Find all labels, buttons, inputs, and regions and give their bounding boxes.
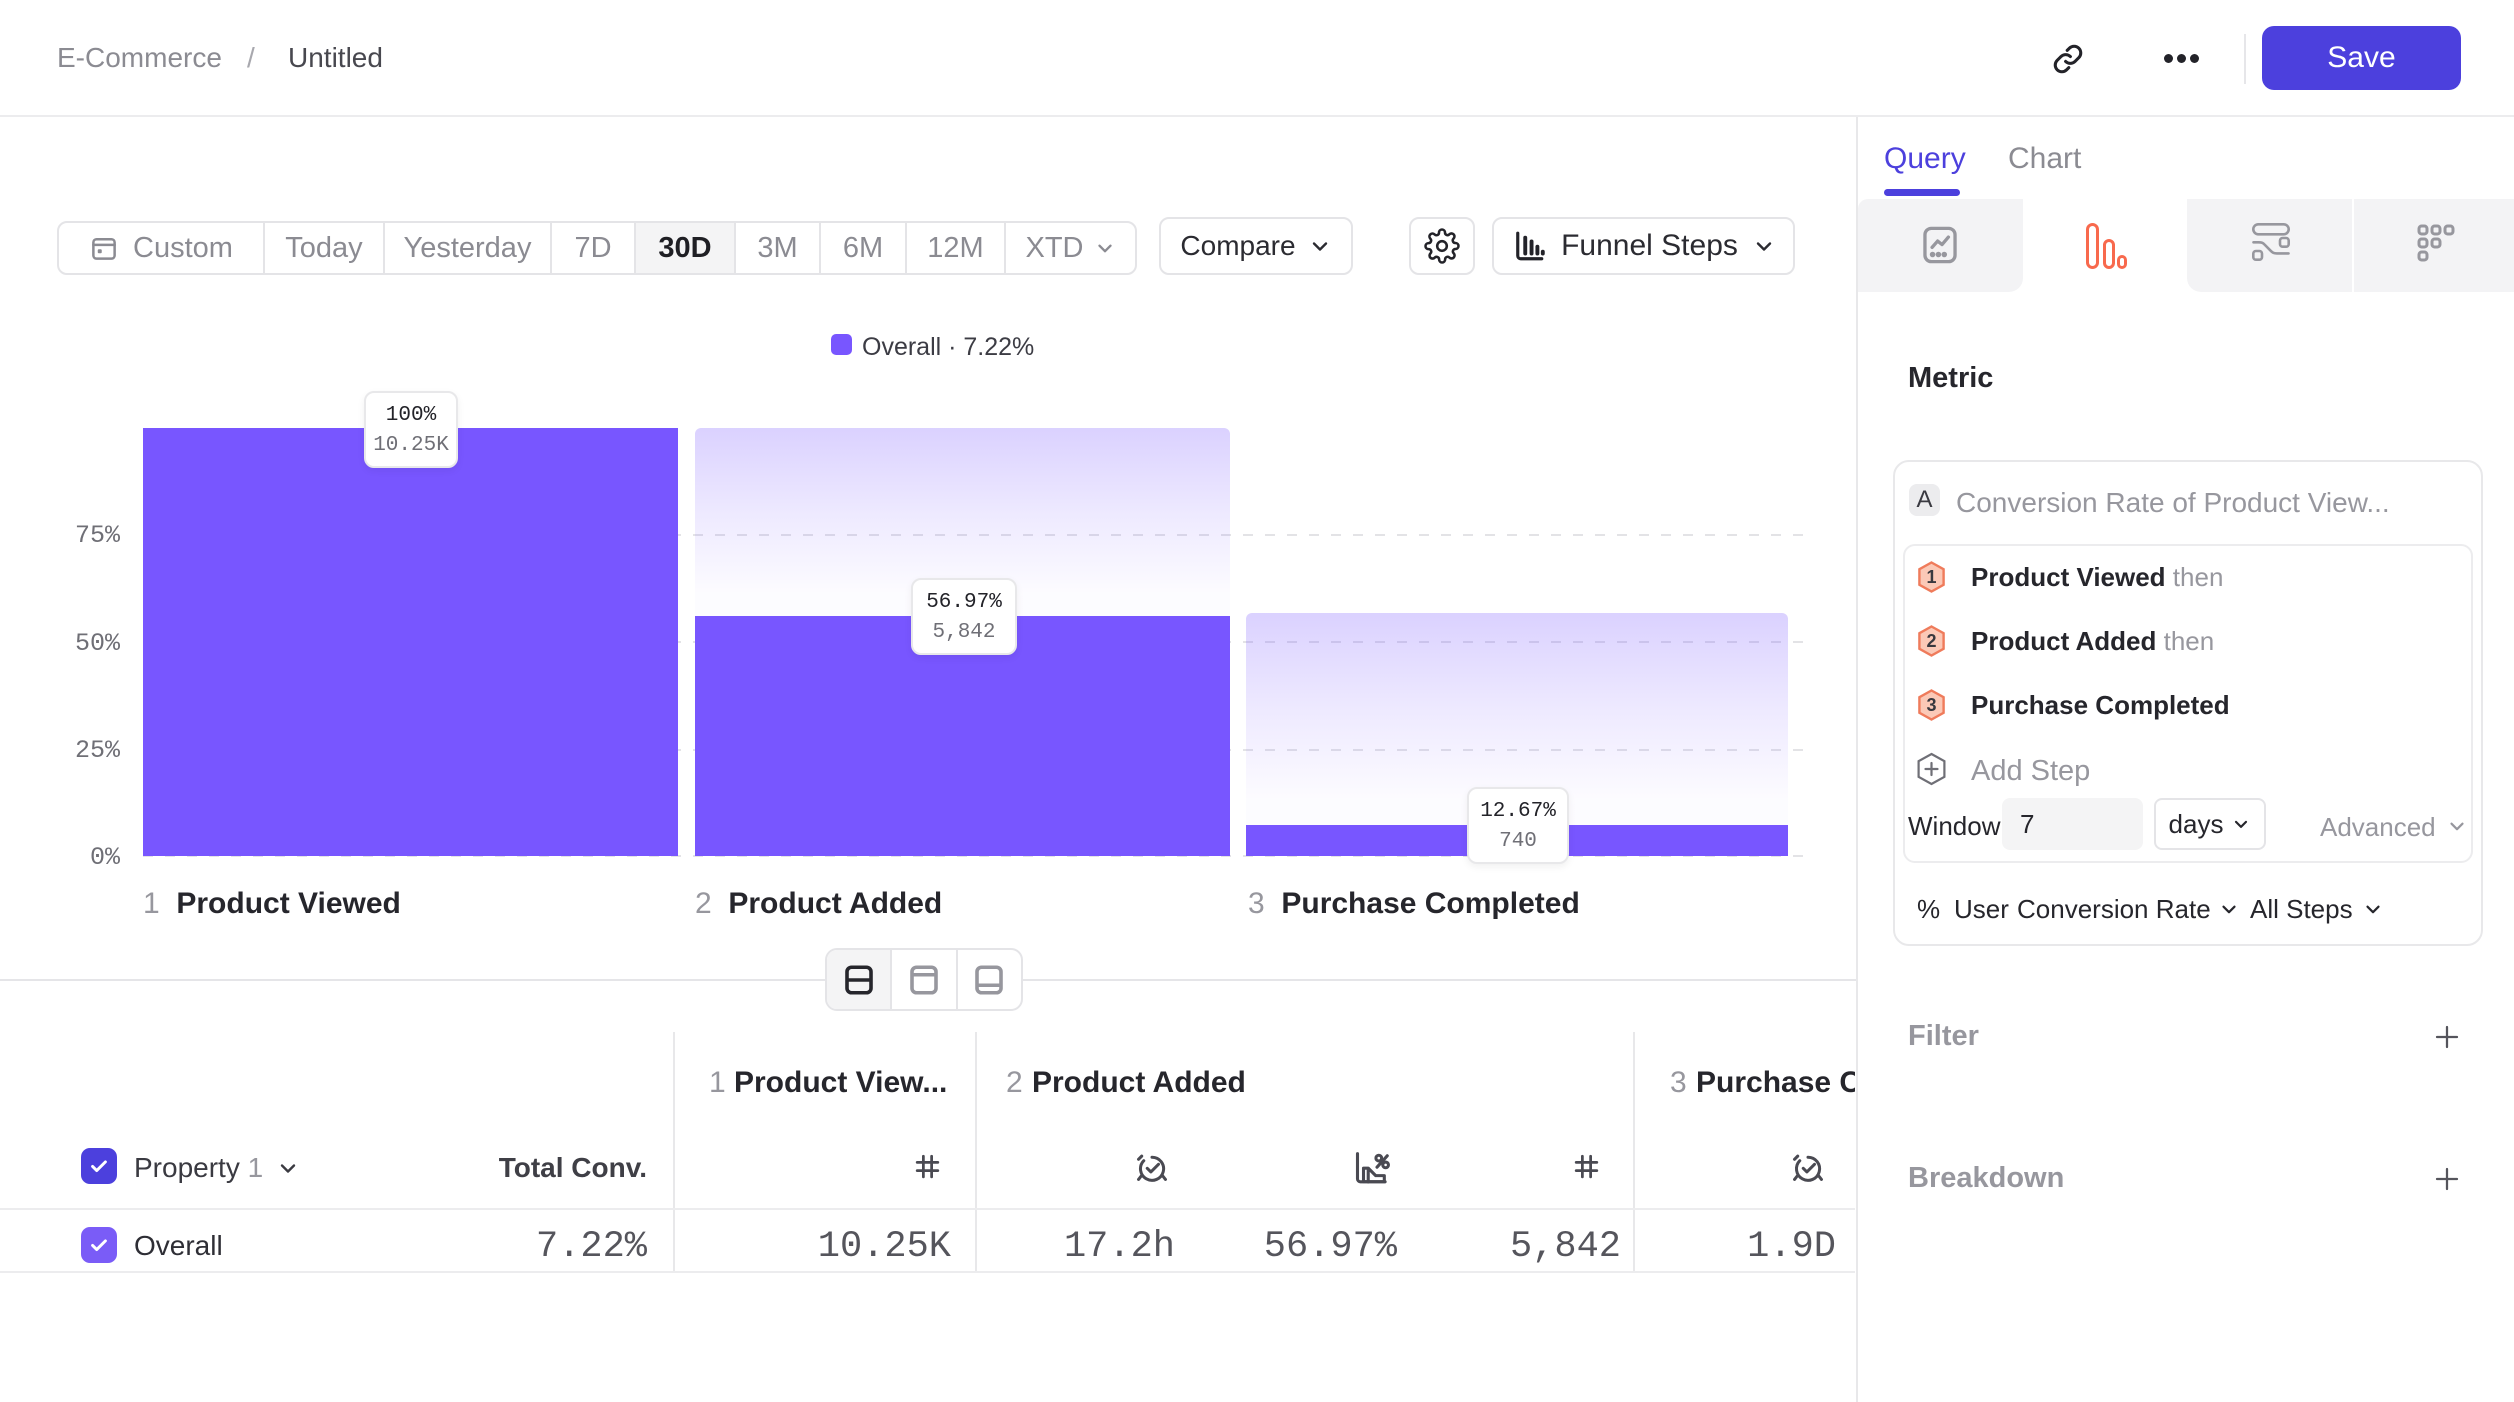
svg-text:3: 3 [1926, 695, 1936, 715]
svg-text:1: 1 [1926, 567, 1936, 587]
svg-text:2: 2 [1926, 631, 1936, 651]
